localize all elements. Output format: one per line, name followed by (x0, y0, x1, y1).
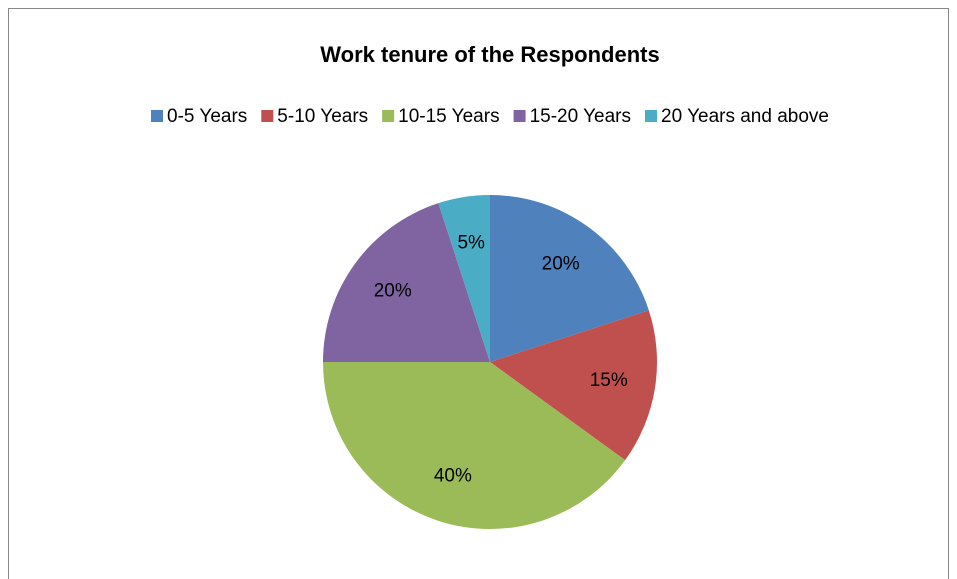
legend-label: 20 Years and above (661, 106, 829, 127)
legend-swatch (261, 110, 274, 122)
chart-title: Work tenure of the Respondents (320, 42, 659, 67)
pie-slice (490, 195, 649, 362)
legend-label: 0-5 Years (167, 106, 247, 127)
pie-slice (490, 310, 657, 461)
legend-swatch (513, 110, 526, 122)
data-label: 5% (457, 232, 485, 253)
legend-swatch (382, 110, 395, 122)
data-label: 20% (374, 280, 412, 301)
pie-slice (323, 203, 490, 362)
legend-swatch (151, 110, 163, 122)
legend-label: 10-15 Years (398, 106, 499, 127)
legend-label: 5-10 Years (277, 106, 368, 127)
data-label: 15% (590, 370, 628, 391)
pie-slice (438, 195, 490, 362)
data-label: 40% (434, 465, 472, 486)
data-label: 20% (542, 254, 580, 275)
pie-slice (323, 362, 626, 529)
legend-swatch (645, 110, 657, 122)
legend-label: 15-20 Years (530, 106, 631, 127)
